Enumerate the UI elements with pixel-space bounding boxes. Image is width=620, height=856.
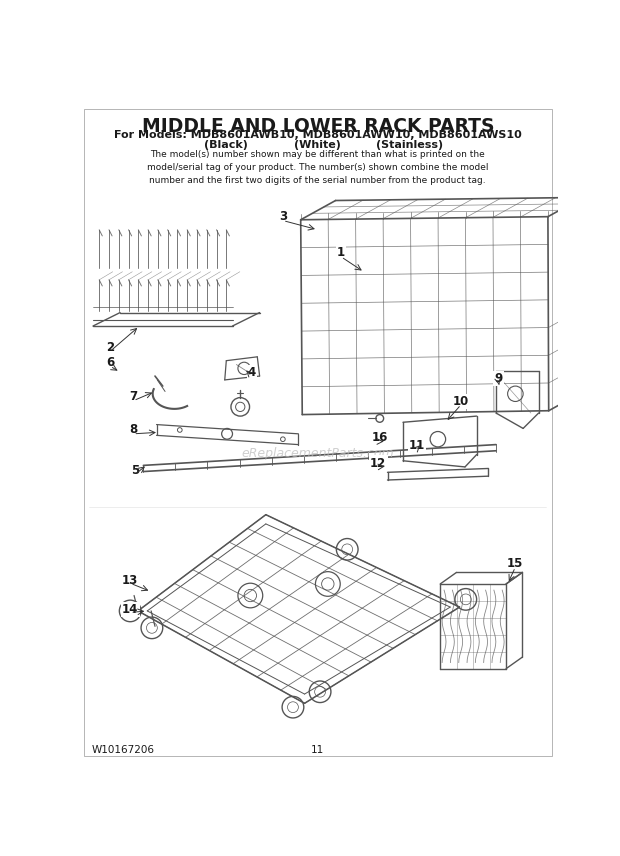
Text: 10: 10: [453, 395, 469, 408]
Text: MIDDLE AND LOWER RACK PARTS: MIDDLE AND LOWER RACK PARTS: [141, 116, 494, 135]
Text: 1: 1: [337, 247, 345, 259]
Text: (Stainless): (Stainless): [376, 140, 443, 151]
Text: 14: 14: [122, 603, 138, 615]
Text: 11: 11: [311, 745, 324, 754]
Text: For Models: MDB8601AWB10, MDB8601AWW10, MDB8601AWS10: For Models: MDB8601AWB10, MDB8601AWW10, …: [114, 130, 521, 140]
Text: 7: 7: [129, 390, 138, 403]
Text: eReplacementParts.com: eReplacementParts.com: [241, 447, 394, 460]
Text: 5: 5: [131, 464, 140, 478]
Text: 16: 16: [371, 431, 388, 444]
Text: 3: 3: [279, 211, 287, 223]
Text: 4: 4: [248, 366, 256, 378]
Text: 15: 15: [507, 556, 523, 570]
Text: (White): (White): [294, 140, 341, 151]
Text: (Black): (Black): [205, 140, 248, 151]
Text: 6: 6: [106, 356, 114, 370]
Text: W10167206: W10167206: [92, 745, 154, 754]
Text: The model(s) number shown may be different than what is printed on the
model/ser: The model(s) number shown may be differe…: [147, 151, 489, 185]
Text: 9: 9: [494, 372, 502, 385]
Text: 2: 2: [106, 341, 114, 354]
Text: 11: 11: [409, 439, 425, 452]
Text: 13: 13: [122, 574, 138, 586]
Text: 12: 12: [370, 456, 386, 470]
Text: 8: 8: [129, 424, 138, 437]
